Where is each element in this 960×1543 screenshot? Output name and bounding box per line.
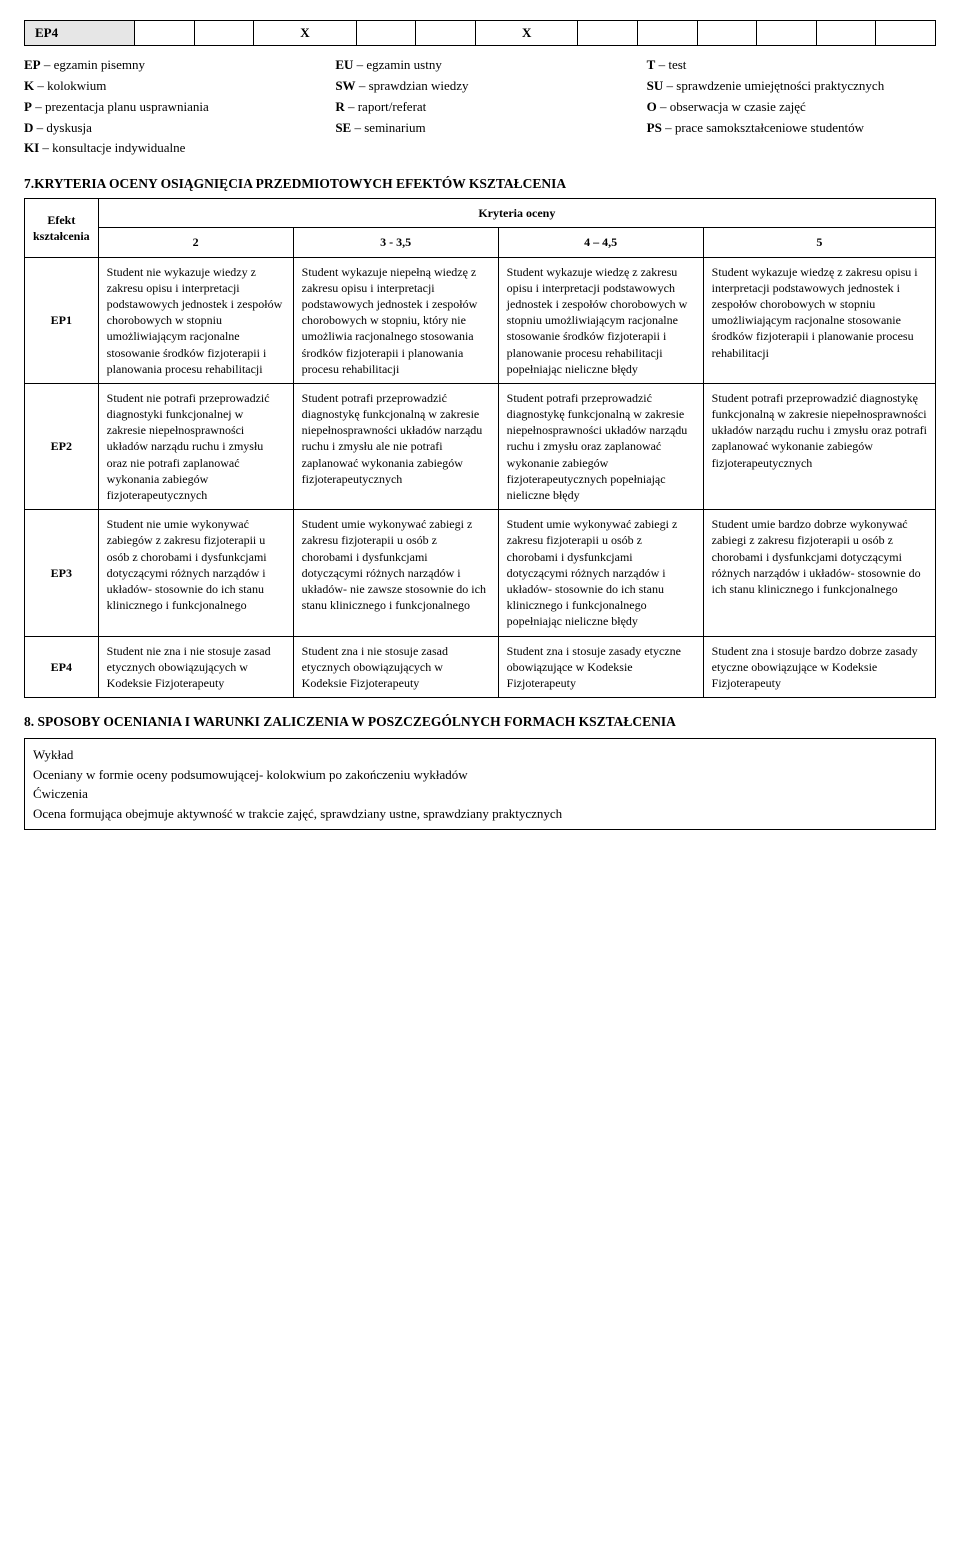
abbrev-text: – kolokwium — [34, 78, 106, 93]
abbrev-text: – prace samokształceniowe studentów — [662, 120, 864, 135]
top-grid-table: EP4 X X — [24, 20, 936, 46]
bottom-line-3: Ćwiczenia — [33, 784, 927, 804]
top-cell — [757, 21, 817, 46]
rubric-row: EP3 Student nie umie wykonywać zabiegów … — [25, 510, 936, 636]
rubric-cell-3: Student umie wykonywać zabiegi z zakresu… — [293, 510, 498, 636]
rubric-ep-label: EP3 — [25, 510, 99, 636]
abbrev-key: EU — [335, 57, 353, 72]
rubric-cell-3: Student zna i nie stosuje zasad etycznyc… — [293, 636, 498, 698]
top-cell — [578, 21, 638, 46]
rubric-cell-2: Student nie zna i nie stosuje zasad etyc… — [98, 636, 293, 698]
bottom-line-2: Oceniany w formie oceny podsumowującej- … — [33, 765, 927, 785]
rubric-cell-5: Student zna i stosuje bardzo dobrze zasa… — [703, 636, 935, 698]
abbrev-text: – seminarium — [351, 120, 425, 135]
abbrev-col-1: EP – egzamin pisemny K – kolokwium P – p… — [24, 56, 313, 160]
abbrev-col-3: T – test SU – sprawdzenie umiejętności p… — [647, 56, 936, 160]
abbrev-key: K — [24, 78, 34, 93]
top-row-label: EP4 — [25, 21, 135, 46]
top-cell — [356, 21, 416, 46]
top-cell — [816, 21, 876, 46]
abbrev-text: – obserwacja w czasie zajęć — [657, 99, 806, 114]
rubric-row: EP2 Student nie potrafi przeprowadzić di… — [25, 383, 936, 509]
rubric-row: EP1 Student nie wykazuje wiedzy z zakres… — [25, 257, 936, 383]
abbrev-text: – sprawdzian wiedzy — [356, 78, 469, 93]
abbrev-key: SE — [335, 120, 351, 135]
abbrev-key: R — [335, 99, 344, 114]
abbrev-text: – konsultacje indywidualne — [39, 140, 185, 155]
rubric-header-5: 5 — [703, 228, 935, 257]
top-cell — [638, 21, 698, 46]
bottom-box: Wykład Oceniany w formie oceny podsumowu… — [24, 738, 936, 830]
section-8-heading: 8. SPOSOBY OCENIANIA I WARUNKI ZALICZENI… — [24, 714, 936, 730]
rubric-cell-4: Student umie wykonywać zabiegi z zakresu… — [498, 510, 703, 636]
top-cell — [416, 21, 476, 46]
abbrev-key: SU — [647, 78, 664, 93]
abbrev-legend: EP – egzamin pisemny K – kolokwium P – p… — [24, 56, 936, 160]
abbrev-key: SW — [335, 78, 355, 93]
abbrev-key: D — [24, 120, 33, 135]
top-cell — [194, 21, 254, 46]
rubric-cell-3: Student wykazuje niepełną wiedzę z zakre… — [293, 257, 498, 383]
abbrev-text: – raport/referat — [345, 99, 427, 114]
bottom-line-4: Ocena formująca obejmuje aktywność w tra… — [33, 804, 927, 824]
rubric-cell-5: Student potrafi przeprowadzić diagnostyk… — [703, 383, 935, 509]
rubric-cell-5: Student wykazuje wiedzę z zakresu opisu … — [703, 257, 935, 383]
rubric-header-kryteria: Kryteria oceny — [98, 199, 935, 228]
abbrev-text: – sprawdzenie umiejętności praktycznych — [663, 78, 884, 93]
rubric-cell-2: Student nie umie wykonywać zabiegów z za… — [98, 510, 293, 636]
rubric-cell-4: Student potrafi przeprowadzić diagnostyk… — [498, 383, 703, 509]
rubric-table: Efekt kształcenia Kryteria oceny 2 3 - 3… — [24, 198, 936, 698]
abbrev-text: – egzamin ustny — [353, 57, 441, 72]
abbrev-text: – dyskusja — [33, 120, 92, 135]
rubric-cell-3: Student potrafi przeprowadzić diagnostyk… — [293, 383, 498, 509]
top-cell — [876, 21, 936, 46]
rubric-header-efekt: Efekt kształcenia — [25, 199, 99, 257]
rubric-ep-label: EP4 — [25, 636, 99, 698]
rubric-ep-label: EP1 — [25, 257, 99, 383]
rubric-cell-2: Student nie wykazuje wiedzy z zakresu op… — [98, 257, 293, 383]
rubric-header-3: 3 - 3,5 — [293, 228, 498, 257]
abbrev-key: EP — [24, 57, 41, 72]
rubric-header-4: 4 – 4,5 — [498, 228, 703, 257]
rubric-cell-4: Student zna i stosuje zasady etyczne obo… — [498, 636, 703, 698]
rubric-header-2: 2 — [98, 228, 293, 257]
rubric-cell-5: Student umie bardzo dobrze wykonywać zab… — [703, 510, 935, 636]
top-cell: X — [475, 21, 578, 46]
abbrev-key: O — [647, 99, 657, 114]
abbrev-text: – egzamin pisemny — [41, 57, 145, 72]
rubric-cell-4: Student wykazuje wiedzę z zakresu opisu … — [498, 257, 703, 383]
rubric-cell-2: Student nie potrafi przeprowadzić diagno… — [98, 383, 293, 509]
rubric-ep-label: EP2 — [25, 383, 99, 509]
top-cell: X — [254, 21, 357, 46]
abbrev-key: PS — [647, 120, 662, 135]
rubric-row: EP4 Student nie zna i nie stosuje zasad … — [25, 636, 936, 698]
top-cell — [697, 21, 757, 46]
abbrev-key: KI — [24, 140, 39, 155]
section-7-heading: 7.KRYTERIA OCENY OSIĄGNIĘCIA PRZEDMIOTOW… — [24, 176, 936, 192]
abbrev-text: – test — [655, 57, 686, 72]
abbrev-text: – prezentacja planu usprawniania — [32, 99, 209, 114]
top-cell — [135, 21, 195, 46]
abbrev-col-2: EU – egzamin ustny SW – sprawdzian wiedz… — [335, 56, 624, 160]
abbrev-key: P — [24, 99, 32, 114]
bottom-line-1: Wykład — [33, 745, 927, 765]
